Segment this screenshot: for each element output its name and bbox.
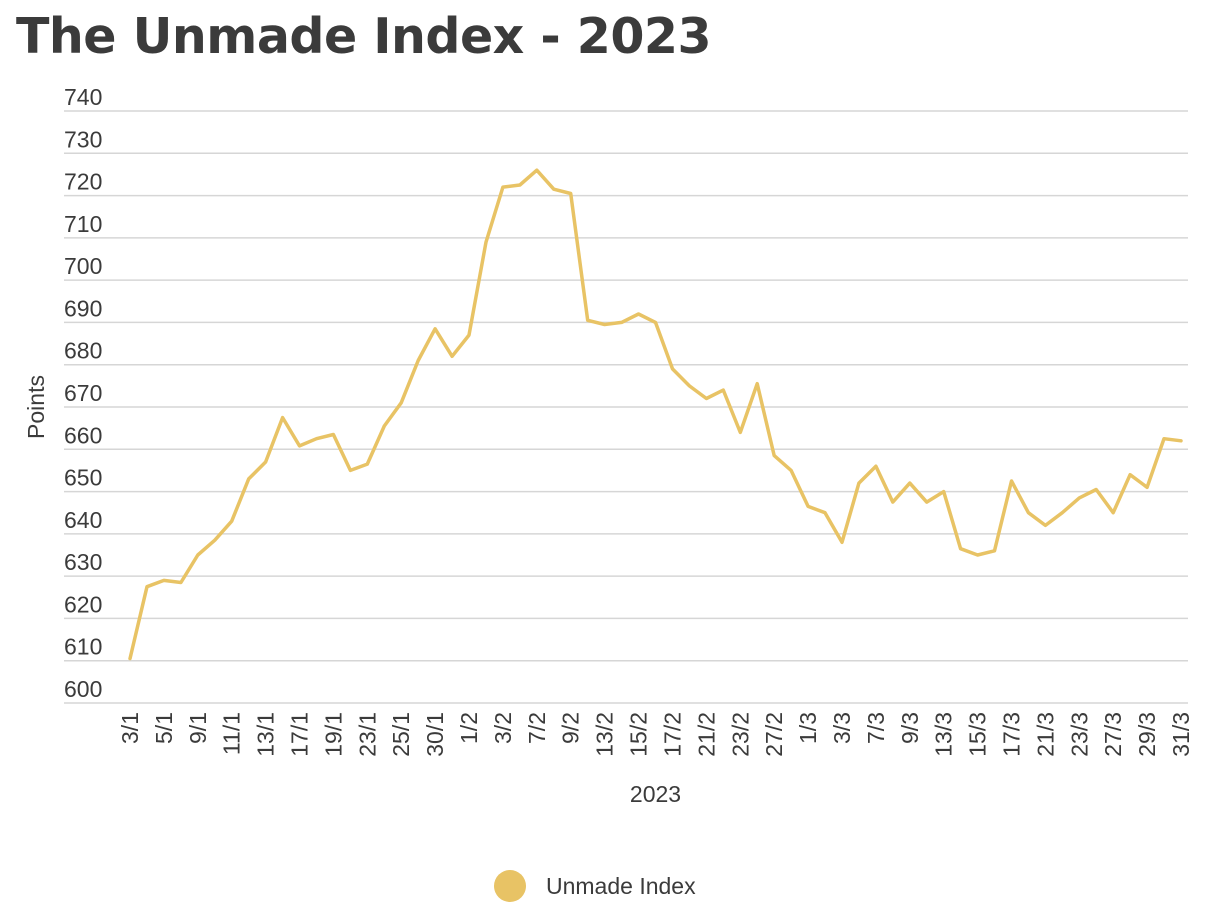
x-tick-label: 11/1 [219, 712, 245, 755]
x-tick-label: 1/2 [456, 712, 482, 744]
chart-title: The Unmade Index - 2023 [16, 8, 712, 65]
x-tick-label: 3/2 [490, 712, 516, 744]
y-tick-label-660: 660 [64, 422, 102, 448]
x-tick-label: 21/3 [1032, 712, 1058, 757]
x-tick-label: 25/1 [388, 712, 414, 757]
x-tick-label: 17/3 [998, 712, 1024, 757]
x-tick-label: 15/2 [626, 712, 652, 757]
y-tick-label-710: 710 [64, 211, 102, 237]
y-axis-title: Points [23, 375, 49, 439]
y-tick-label-630: 630 [64, 549, 102, 575]
x-tick-label: 5/1 [151, 712, 177, 744]
x-tick-label: 31/3 [1168, 712, 1194, 757]
x-tick-label: 21/2 [693, 712, 719, 757]
legend: Unmade Index [494, 870, 696, 902]
x-tick-label: 3/3 [829, 712, 855, 744]
x-tick-label: 15/3 [965, 712, 991, 757]
x-tick-label: 13/2 [592, 712, 618, 757]
x-tick-label: 30/1 [422, 712, 448, 757]
y-tick-label-690: 690 [64, 295, 102, 321]
y-tick-label-700: 700 [64, 253, 102, 279]
x-tick-label: 19/1 [320, 712, 346, 757]
x-tick-label: 13/1 [253, 712, 279, 757]
x-tick-label: 23/3 [1066, 712, 1092, 757]
y-tick-label-670: 670 [64, 380, 102, 406]
y-tick-label-720: 720 [64, 169, 102, 195]
series-line-0 [128, 168, 1183, 661]
x-tick-label: 13/3 [931, 712, 957, 757]
legend-label-unmade-index: Unmade Index [546, 872, 696, 899]
x-tick-label: 3/1 [117, 712, 143, 744]
x-tick-label: 17/1 [287, 712, 313, 757]
x-tick-label: 27/3 [1100, 712, 1126, 757]
y-tick-label-650: 650 [64, 465, 102, 491]
legend-swatch-unmade-index [494, 870, 526, 902]
y-tick-label-600: 600 [64, 676, 102, 702]
y-tick-label-620: 620 [64, 591, 102, 617]
x-tick-label: 23/1 [354, 712, 380, 757]
y-tick-label-640: 640 [64, 507, 102, 533]
x-tick-label: 9/3 [897, 712, 923, 744]
x-tick-label: 1/3 [795, 712, 821, 744]
x-tick-label: 17/2 [659, 712, 685, 757]
y-tick-label-680: 680 [64, 338, 102, 364]
x-tick-label: 23/2 [727, 712, 753, 757]
x-axis-title: 2023 [630, 781, 681, 807]
x-tick-label: 7/2 [524, 712, 550, 744]
x-tick-label: 9/1 [185, 712, 211, 744]
y-tick-label-740: 740 [64, 84, 102, 110]
line-chart: 600 610 620 630 640 650 660 670 680 690 700 710 720 7… [23, 84, 1194, 807]
x-tick-label: 7/3 [863, 712, 889, 744]
x-tick-label: 29/3 [1134, 712, 1160, 757]
y-tick-label-610: 610 [64, 634, 102, 660]
x-tick-label: 9/2 [558, 712, 584, 744]
x-tick-label: 27/2 [761, 712, 787, 757]
y-tick-label-730: 730 [64, 126, 102, 152]
